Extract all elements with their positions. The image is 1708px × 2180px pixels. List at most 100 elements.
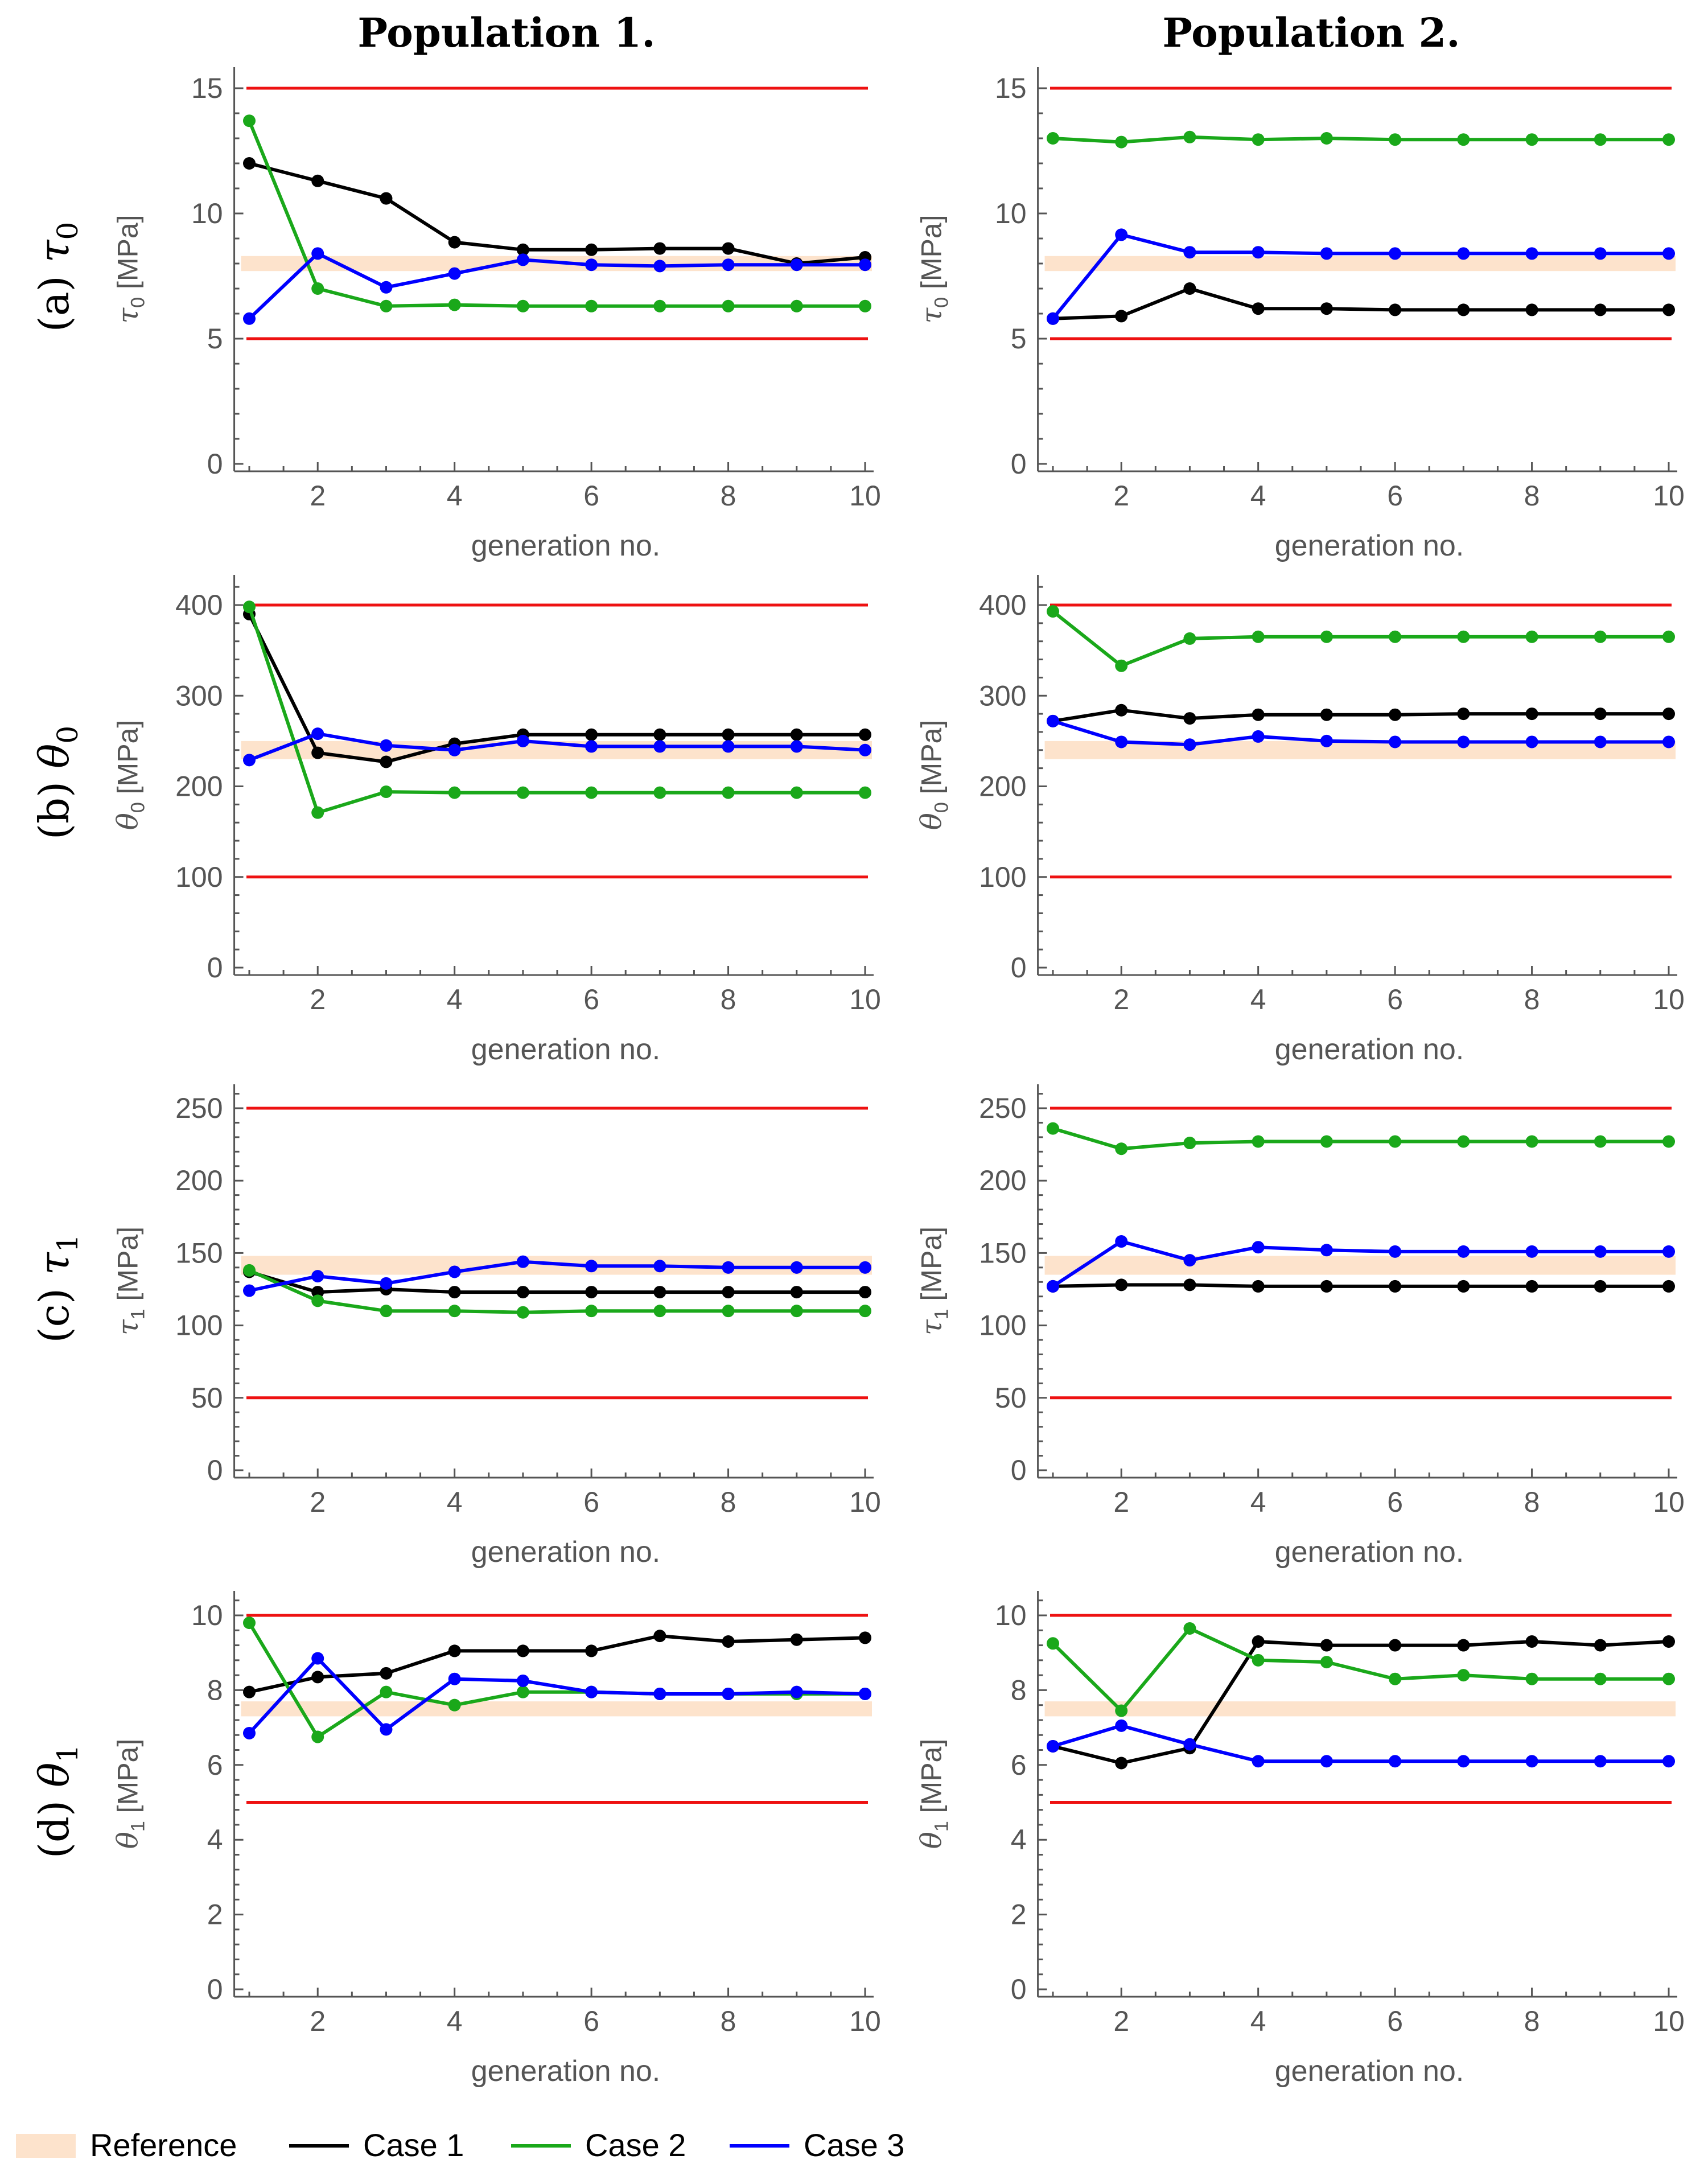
data-point [1594, 1245, 1607, 1258]
data-point [790, 258, 803, 272]
legend-item-case-3: Case 3 [730, 2127, 904, 2163]
x-tick-label: 2 [1113, 480, 1129, 512]
y-label-subscript: 1 [127, 1309, 149, 1319]
data-point [790, 1261, 803, 1274]
data-point [311, 282, 324, 295]
data-point [311, 1286, 324, 1299]
panel-tau1-pop2: 0 50 100 150 200 250 2 4 6 8 10 generation no. τ1 [M… [915, 1084, 1685, 1569]
y-tick-label: 0 [207, 1454, 223, 1486]
y-axis-label: τ1 [MPa] [112, 1227, 149, 1335]
x-tick-label: 10 [849, 480, 881, 512]
data-point [585, 728, 598, 741]
data-point [1525, 735, 1538, 748]
x-tick-label: 8 [1524, 2005, 1540, 2037]
y-label-symbol: θ [915, 813, 948, 830]
x-tick-label: 6 [1387, 2005, 1403, 2037]
x-tick-label: 2 [310, 984, 326, 1015]
data-point [380, 299, 393, 312]
data-point [1594, 1672, 1607, 1685]
data-point [243, 312, 256, 325]
y-tick-label: 6 [1011, 1749, 1027, 1781]
x-tick-label: 6 [1387, 984, 1403, 1015]
y-tick-label: 200 [175, 771, 223, 803]
data-point [448, 298, 461, 311]
data-point [1525, 708, 1538, 721]
data-point [722, 786, 735, 799]
data-point [1389, 1755, 1402, 1768]
data-point [722, 1286, 735, 1299]
data-point [859, 786, 871, 799]
y-label-symbol: θ [112, 813, 145, 830]
data-point [1457, 1245, 1470, 1258]
data-point [380, 192, 393, 205]
y-tick-label: 2 [1011, 1899, 1027, 1931]
data-point [1389, 1639, 1402, 1652]
row-label: (d) θ1 [30, 1745, 84, 1858]
y-tick-label: 250 [979, 1092, 1026, 1124]
data-point [1320, 708, 1333, 721]
data-point [243, 1264, 256, 1277]
y-label-unit: [MPa] [112, 1739, 144, 1821]
series-line [248, 606, 865, 815]
series-case-3 [243, 247, 871, 325]
data-point [1594, 133, 1607, 146]
data-point [1457, 247, 1470, 260]
data-point [653, 786, 666, 799]
data-point [243, 1685, 256, 1698]
data-point [1457, 1669, 1470, 1682]
series-case-1 [243, 157, 871, 270]
panel-theta1-pop1: 0 2 4 6 8 10 2 4 6 8 10 generation no. θ1 [MPa] [112, 1591, 881, 2088]
data-point [1457, 1280, 1470, 1293]
data-point [1320, 247, 1333, 260]
row-label-letter: (a) [30, 262, 78, 332]
series-case-1 [243, 607, 871, 768]
data-point [380, 1277, 393, 1290]
series-line [248, 613, 865, 764]
data-point [859, 728, 871, 741]
data-point [1115, 228, 1128, 241]
y-tick-label: 15 [995, 72, 1027, 104]
data-point [790, 740, 803, 753]
y-label-unit: [MPa] [916, 720, 948, 802]
data-point [1662, 303, 1675, 316]
y-tick-label: 200 [979, 1165, 1026, 1196]
data-point [1389, 247, 1402, 260]
data-point [380, 1667, 393, 1680]
series-line [249, 162, 866, 265]
data-point [790, 299, 803, 312]
series-case-3 [1047, 228, 1675, 325]
data-point [585, 1286, 598, 1299]
data-point [1047, 1739, 1059, 1753]
data-point [1115, 1704, 1128, 1717]
y-tick-label: 0 [1011, 952, 1027, 984]
data-point [516, 299, 529, 312]
series-line [1052, 1240, 1669, 1288]
data-point [1525, 1135, 1538, 1148]
data-point [1662, 1635, 1675, 1648]
data-point [448, 743, 461, 756]
data-point [1662, 630, 1675, 643]
data-point [1183, 632, 1196, 645]
data-point [722, 740, 735, 753]
data-point [311, 1294, 324, 1307]
x-tick-label: 8 [1524, 480, 1540, 512]
data-point [1525, 247, 1538, 260]
row-label-subscript: 1 [51, 1745, 84, 1763]
series-line [248, 732, 866, 762]
y-tick-label: 300 [175, 680, 223, 711]
data-point [653, 1260, 666, 1273]
series-line [248, 252, 865, 320]
series-line [249, 1260, 865, 1293]
data-point [516, 1306, 529, 1319]
data-point [1389, 630, 1402, 643]
data-point [243, 1726, 256, 1739]
reference-band [241, 1701, 872, 1717]
data-point [1183, 738, 1196, 751]
y-tick-label: 50 [995, 1382, 1027, 1414]
series-line [1052, 1640, 1669, 1765]
data-point [1662, 1280, 1675, 1293]
y-tick-label: 0 [1011, 1454, 1027, 1486]
data-point [243, 114, 256, 127]
